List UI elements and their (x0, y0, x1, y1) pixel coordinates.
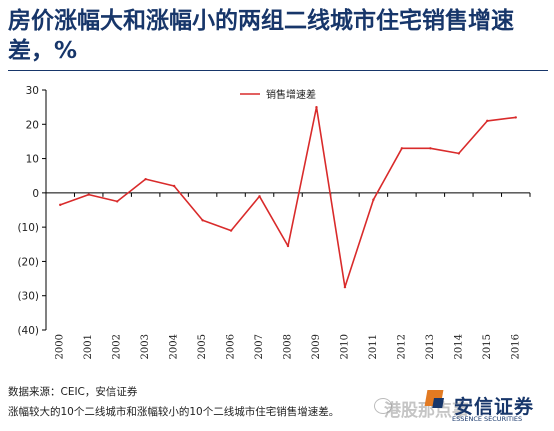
x-tick-label: 2010 (339, 334, 350, 359)
chart-title: 房价涨幅大和涨幅小的两组二线城市住宅销售增速差，% (8, 8, 514, 64)
wechat-icon (374, 398, 392, 414)
y-tick-label: (10) (17, 222, 39, 234)
data-point (59, 203, 62, 207)
data-point (315, 105, 318, 109)
watermark-text: 港股那点事 (384, 401, 469, 421)
brand-subtitle: ESSENCE SECURITIES (452, 415, 523, 423)
x-tick-label: 2004 (169, 334, 180, 359)
data-point (286, 244, 290, 248)
data-point (372, 198, 375, 201)
x-tick-label: 2008 (283, 334, 294, 359)
y-tick-label: 10 (26, 154, 39, 166)
x-tick-label: 2006 (226, 334, 237, 359)
x-tick-label: 2011 (368, 334, 379, 359)
x-tick-label: 2013 (425, 334, 436, 359)
x-tick-label: 2001 (83, 334, 94, 359)
x-tick-label: 2000 (55, 334, 66, 359)
x-tick-label: 2015 (482, 334, 493, 359)
brand-logo: 港股那点事 安信证券 ESSENCE SECURITIES (374, 388, 544, 426)
y-tick-label: (30) (17, 291, 39, 303)
data-point (229, 229, 233, 232)
y-tick-label: 20 (26, 119, 39, 131)
data-point (400, 147, 404, 150)
x-tick-label: 2005 (197, 334, 208, 359)
x-tick-label: 2016 (510, 334, 521, 359)
data-point (486, 119, 489, 123)
x-tick-label: 2003 (140, 334, 151, 359)
data-point (172, 184, 176, 188)
data-point (144, 177, 147, 181)
data-point (201, 219, 204, 222)
data-point (87, 193, 90, 196)
data-source: 数据来源：CEIC，安信证券 (8, 386, 138, 398)
legend-label: 销售增速差 (266, 88, 316, 101)
data-point (429, 147, 432, 150)
data-point (343, 285, 347, 289)
y-tick-label: 0 (32, 188, 39, 200)
y-tick-label: 30 (26, 85, 39, 97)
x-tick-label: 2012 (396, 334, 407, 359)
x-tick-label: 2009 (311, 334, 322, 359)
y-tick-label: (40) (17, 325, 39, 337)
data-point (514, 116, 517, 119)
title-divider (8, 70, 548, 71)
x-tick-label: 2002 (112, 334, 123, 359)
x-tick-label: 2007 (254, 334, 265, 359)
y-tick-label: (20) (17, 256, 39, 268)
chart-note: 涨幅较大的10个二线城市和涨幅较小的10个二线城市住宅销售增速差。 (8, 406, 340, 418)
data-point (115, 200, 119, 203)
brand-name: 安信证券 (454, 396, 535, 418)
data-point (258, 195, 261, 198)
logo-mark-icon (424, 390, 444, 406)
data-point (457, 152, 461, 155)
series-line-sales-growth-gap (59, 106, 516, 288)
x-tick-label: 2014 (453, 334, 464, 359)
